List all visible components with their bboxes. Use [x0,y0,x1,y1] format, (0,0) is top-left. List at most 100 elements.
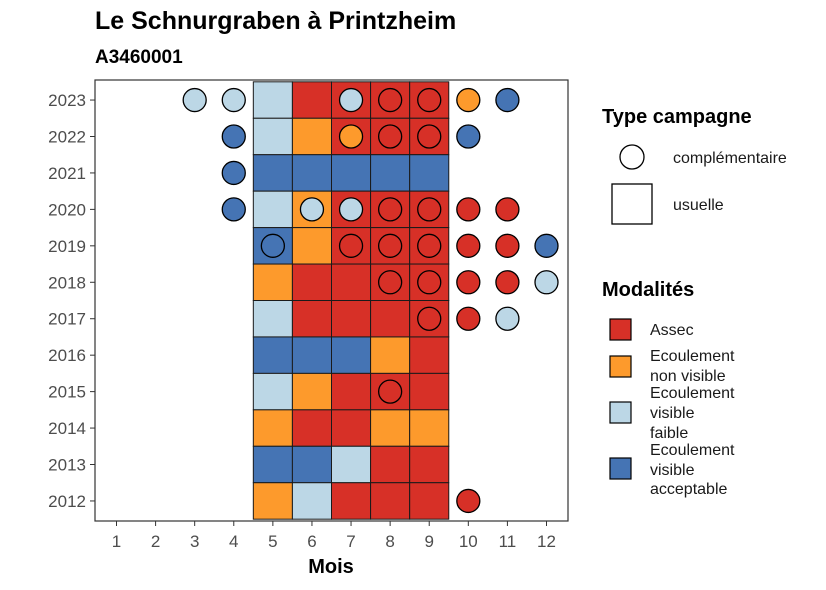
circle-mark-2022-4 [221,124,246,149]
square-mark-2019-6 [291,227,332,265]
square-mark-2021-7 [331,154,372,192]
legend-modalites-title: Modalités [602,279,694,301]
square-mark-2022-5 [252,117,293,156]
x-tick-label-12: 12 [537,532,556,551]
y-tick-label-2023: 2023 [48,91,86,110]
square-mark-2016-8 [370,336,411,374]
y-tick-label-2015: 2015 [48,383,86,402]
circle-mark-2019-5 [260,233,286,258]
square-mark-2015-6 [291,372,332,411]
square-mark-2014-6 [291,409,332,447]
circle-mark-2023-7 [338,87,364,113]
legend-label-assec-1: Assec [650,322,694,339]
x-tick-label-7: 7 [346,532,355,551]
circle-mark-2020-9 [417,197,442,222]
circle-mark-2018-12 [534,270,559,295]
legend-type-campagne: Type campagne complémentaire usuelle [602,106,787,225]
square-mark-2012-5 [252,482,293,520]
square-mark-2021-6 [291,154,332,192]
legend-square-symbol [611,183,653,225]
circle-mark-2012-10 [456,488,481,514]
squares-layer [252,81,450,520]
circle-mark-2022-7 [338,124,364,149]
circle-mark-2020-11 [495,197,520,222]
legend-label-eva-3: acceptable [650,481,727,498]
square-mark-2013-6 [291,445,332,484]
square-mark-2012-6 [291,482,332,520]
x-tick-label-1: 1 [112,532,121,551]
square-mark-2016-9 [409,336,450,374]
x-tick-label-3: 3 [190,532,199,551]
x-tick-label-6: 6 [307,532,316,551]
legend-label-eva-2: visible [650,462,695,479]
square-mark-2021-8 [370,154,411,192]
square-mark-2017-7 [331,300,372,338]
x-tick-label-8: 8 [385,532,394,551]
square-mark-2021-5 [252,154,293,192]
y-tick-label-2020: 2020 [48,200,86,219]
circle-mark-2018-10 [456,270,481,295]
legend-label-evf-2: visible [650,405,695,422]
circle-mark-2015-8 [377,379,403,404]
square-mark-2015-9 [409,372,450,411]
circle-mark-2023-11 [495,87,520,113]
square-mark-2022-6 [291,117,332,156]
square-mark-2016-5 [252,336,293,374]
legend-label-evf-1: Ecoulement [650,385,735,402]
circle-mark-2018-8 [377,270,403,295]
square-mark-2023-5 [252,81,293,119]
circle-mark-2022-8 [377,124,403,149]
circle-mark-2023-3 [182,87,207,113]
square-mark-2018-5 [252,263,293,301]
chart-subtitle: A3460001 [95,47,183,68]
square-mark-2015-5 [252,372,293,411]
x-axis: 1 2 3 4 5 6 7 8 9 10 11 12 [112,521,556,551]
legend-label-eva-1: Ecoulement [650,442,735,459]
x-tick-label-10: 10 [459,532,478,551]
circle-mark-2019-12 [534,233,559,258]
square-mark-2018-7 [331,263,372,301]
legend-label-env-1: Ecoulement [650,348,735,365]
square-mark-2013-5 [252,445,293,484]
circle-mark-2019-8 [377,233,403,258]
x-tick-label-11: 11 [499,532,517,551]
square-mark-2012-8 [370,482,411,520]
circle-mark-2021-4 [221,160,246,186]
circle-mark-2018-9 [417,270,442,295]
y-axis: 2012 2013 2014 2015 2016 2017 2018 2019 2020 2021… [48,91,95,511]
square-mark-2014-9 [409,409,450,447]
circle-mark-2020-7 [338,197,364,222]
square-mark-2020-5 [252,190,293,229]
square-mark-2017-8 [370,300,411,338]
circle-mark-2018-11 [495,270,520,295]
legend-swatch-assec [609,318,632,341]
legend-label-env-2: non visible [650,368,726,385]
legend-type-label-complementaire: complémentaire [673,150,787,167]
circle-mark-2023-10 [456,87,481,113]
y-tick-label-2016: 2016 [48,346,86,365]
square-mark-2013-9 [409,445,450,484]
y-tick-label-2013: 2013 [48,456,86,475]
legend-type-title: Type campagne [602,106,752,128]
y-tick-label-2019: 2019 [48,237,86,256]
y-tick-label-2018: 2018 [48,273,86,292]
square-mark-2012-9 [409,482,450,520]
legend-swatch-evf [609,401,632,424]
circle-mark-2017-10 [456,306,481,331]
y-tick-label-2017: 2017 [48,310,86,329]
x-tick-label-5: 5 [268,532,277,551]
x-axis-title: Mois [308,556,354,578]
circle-mark-2023-9 [417,87,442,113]
plot-panel-border [94,79,569,522]
legend-swatch-env [609,355,632,378]
y-tick-label-2021: 2021 [48,164,86,183]
circle-mark-2017-11 [495,306,520,331]
x-tick-label-4: 4 [229,532,238,551]
circle-mark-2020-4 [221,197,246,222]
chart-title: Le Schnurgraben à Printzheim [95,7,456,35]
y-tick-label-2012: 2012 [48,492,86,511]
square-mark-2017-5 [252,300,293,338]
circle-mark-2022-9 [417,124,442,149]
